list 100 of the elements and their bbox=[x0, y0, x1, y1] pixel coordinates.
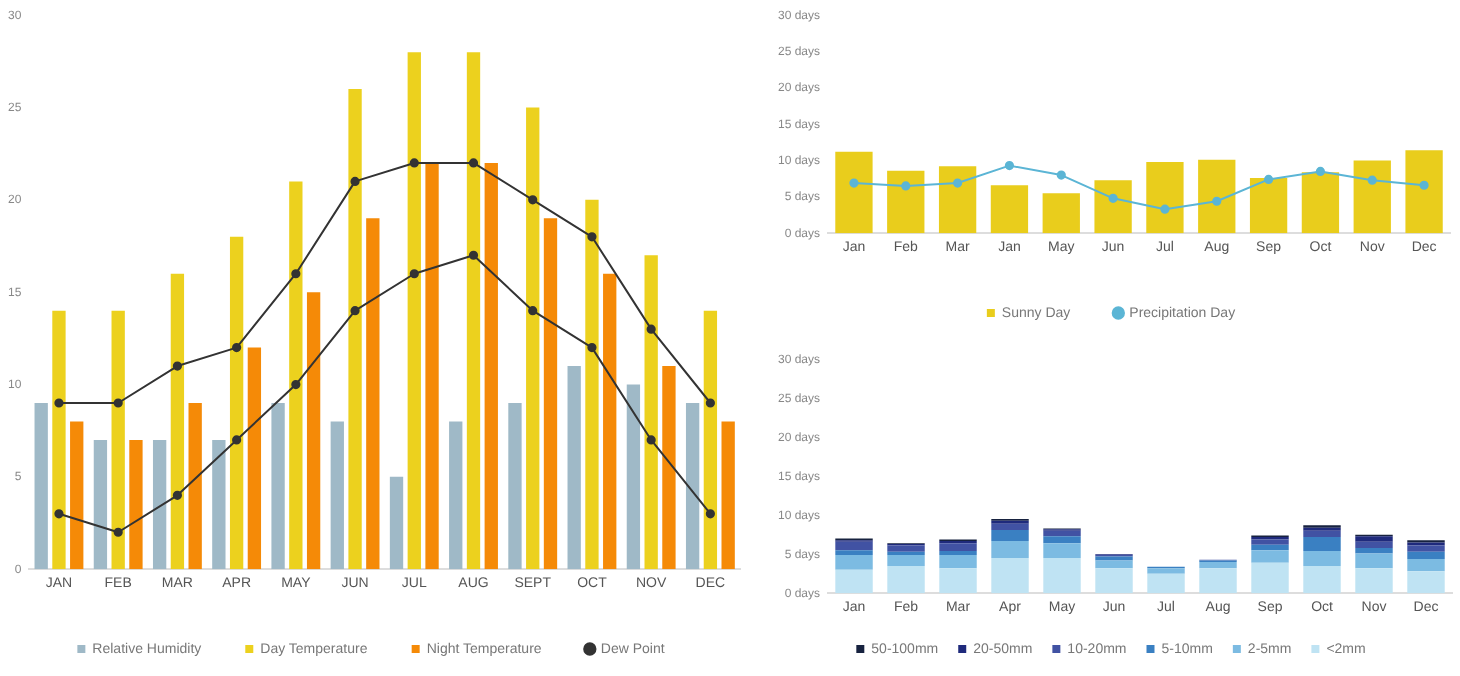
bar bbox=[1407, 545, 1445, 552]
bar bbox=[991, 530, 1029, 541]
point bbox=[1004, 161, 1015, 171]
bar bbox=[1095, 568, 1133, 594]
bar bbox=[685, 403, 700, 570]
bar bbox=[1251, 550, 1289, 563]
bar bbox=[1199, 562, 1237, 569]
bar bbox=[111, 310, 125, 570]
bar bbox=[1043, 536, 1081, 544]
bar bbox=[1199, 568, 1237, 594]
bar bbox=[939, 543, 977, 552]
bar bbox=[887, 565, 925, 594]
bar bbox=[1303, 537, 1341, 552]
point bbox=[291, 269, 301, 279]
point bbox=[113, 398, 123, 408]
bar bbox=[887, 545, 925, 552]
bar bbox=[52, 310, 66, 570]
bar bbox=[585, 199, 599, 570]
bar bbox=[991, 540, 1029, 559]
bar bbox=[939, 554, 977, 569]
point bbox=[113, 527, 123, 537]
point bbox=[291, 379, 301, 390]
point bbox=[646, 324, 656, 334]
bar bbox=[1407, 551, 1445, 559]
bar bbox=[703, 310, 718, 570]
bar bbox=[1405, 150, 1443, 234]
point bbox=[232, 343, 242, 353]
bar bbox=[835, 569, 873, 594]
point bbox=[1263, 174, 1274, 185]
point bbox=[232, 435, 242, 445]
bar bbox=[1355, 541, 1393, 548]
point bbox=[1315, 166, 1326, 177]
point bbox=[54, 509, 64, 519]
point bbox=[468, 158, 479, 168]
bar bbox=[1147, 568, 1185, 574]
bar bbox=[990, 185, 1029, 234]
point bbox=[1212, 196, 1222, 206]
bar bbox=[508, 403, 522, 570]
bar bbox=[484, 162, 498, 570]
bar bbox=[1043, 530, 1081, 537]
bar bbox=[34, 403, 48, 570]
point bbox=[409, 269, 419, 279]
bar bbox=[721, 421, 735, 570]
bar bbox=[644, 255, 658, 570]
bar bbox=[466, 52, 481, 570]
bar bbox=[1303, 565, 1341, 594]
point bbox=[849, 178, 859, 188]
bar bbox=[1355, 536, 1393, 542]
point bbox=[54, 398, 64, 408]
bar bbox=[152, 439, 167, 570]
bar bbox=[407, 52, 421, 570]
point bbox=[587, 232, 597, 242]
bar bbox=[1043, 543, 1081, 559]
point bbox=[468, 250, 479, 260]
bar bbox=[1095, 560, 1133, 569]
point bbox=[350, 176, 360, 186]
bar bbox=[348, 89, 362, 570]
bar bbox=[1249, 177, 1288, 234]
bar bbox=[887, 554, 925, 566]
bar bbox=[603, 273, 617, 570]
bar bbox=[1147, 573, 1185, 594]
bar bbox=[1407, 558, 1445, 572]
bar bbox=[1251, 544, 1289, 551]
bar bbox=[1355, 553, 1393, 569]
bar bbox=[271, 403, 285, 570]
bar bbox=[526, 107, 540, 570]
bar bbox=[188, 403, 202, 570]
bar bbox=[567, 366, 581, 570]
bar bbox=[425, 162, 439, 570]
bar bbox=[1251, 562, 1289, 594]
bar bbox=[1301, 172, 1340, 234]
bar bbox=[389, 476, 404, 570]
point bbox=[1108, 193, 1118, 203]
point bbox=[1419, 180, 1429, 190]
bar bbox=[1198, 159, 1236, 234]
point bbox=[1367, 175, 1377, 185]
point bbox=[705, 509, 715, 519]
bar bbox=[1094, 180, 1132, 234]
bar bbox=[229, 236, 244, 570]
point bbox=[1056, 170, 1066, 180]
bar bbox=[887, 170, 925, 234]
bar bbox=[247, 347, 262, 570]
bar bbox=[991, 558, 1029, 594]
bar bbox=[939, 568, 977, 594]
point bbox=[646, 435, 656, 445]
point bbox=[587, 343, 597, 353]
bar bbox=[835, 151, 873, 234]
bar bbox=[449, 421, 463, 570]
bar bbox=[835, 554, 873, 570]
bar bbox=[289, 181, 303, 570]
bar bbox=[129, 439, 143, 570]
bar bbox=[991, 523, 1029, 531]
point bbox=[901, 181, 911, 191]
bar bbox=[330, 421, 344, 570]
bar bbox=[1043, 558, 1081, 594]
bar bbox=[1303, 551, 1341, 566]
point bbox=[172, 361, 182, 371]
bar bbox=[835, 541, 873, 551]
bar bbox=[1251, 539, 1289, 545]
bar bbox=[1303, 530, 1341, 538]
